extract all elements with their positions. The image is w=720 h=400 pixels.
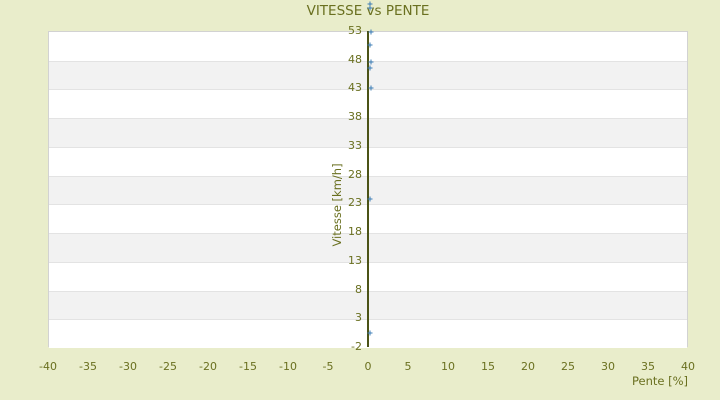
data-point — [367, 1, 373, 7]
x-tick-label: 10 — [441, 360, 455, 373]
y-tick-label: 33 — [348, 138, 362, 152]
data-point — [368, 85, 374, 91]
x-tick-label: 0 — [364, 360, 372, 373]
y-tick-label: 8 — [355, 282, 362, 296]
y-tick-label: 28 — [348, 167, 362, 181]
data-point — [367, 330, 373, 336]
data-point — [367, 42, 373, 48]
x-tick-label: -5 — [322, 360, 334, 373]
y-tick-label: 3 — [355, 311, 362, 325]
data-point — [367, 65, 373, 71]
y-tick-label: 48 — [348, 52, 362, 66]
x-tick-label: 25 — [561, 360, 575, 373]
chart-title: VITESSE vs PENTE — [306, 3, 430, 19]
x-tick-label: -30 — [119, 360, 137, 373]
y-tick-label: 43 — [348, 81, 362, 95]
data-point — [368, 59, 374, 65]
data-point — [367, 196, 373, 202]
x-tick-label: -25 — [159, 360, 177, 373]
x-tick-label: 5 — [404, 360, 412, 373]
data-point — [367, 5, 373, 11]
x-tick-label: -35 — [79, 360, 97, 373]
x-tick-label: -20 — [199, 360, 217, 373]
y-tick-label: 13 — [348, 253, 362, 267]
x-axis-title: Pente [%] — [631, 374, 688, 388]
x-tick-label: -10 — [279, 360, 297, 373]
x-tick-label: -15 — [239, 360, 257, 373]
x-tick-label: 40 — [681, 360, 695, 373]
y-tick-label: 53 — [348, 24, 362, 37]
y-axis-line — [367, 31, 369, 347]
x-tick-label: 35 — [641, 360, 655, 373]
y-tick-label: 38 — [348, 110, 362, 124]
y-tick-label: -2 — [351, 340, 362, 353]
x-tick-label: -40 — [39, 360, 57, 373]
x-tick-label: 30 — [601, 360, 615, 373]
y-tick-label: 23 — [348, 196, 362, 210]
x-tick-label: 20 — [521, 360, 535, 373]
x-tick-label: 15 — [481, 360, 495, 373]
data-point — [368, 29, 374, 35]
y-tick-label: 18 — [348, 225, 362, 239]
